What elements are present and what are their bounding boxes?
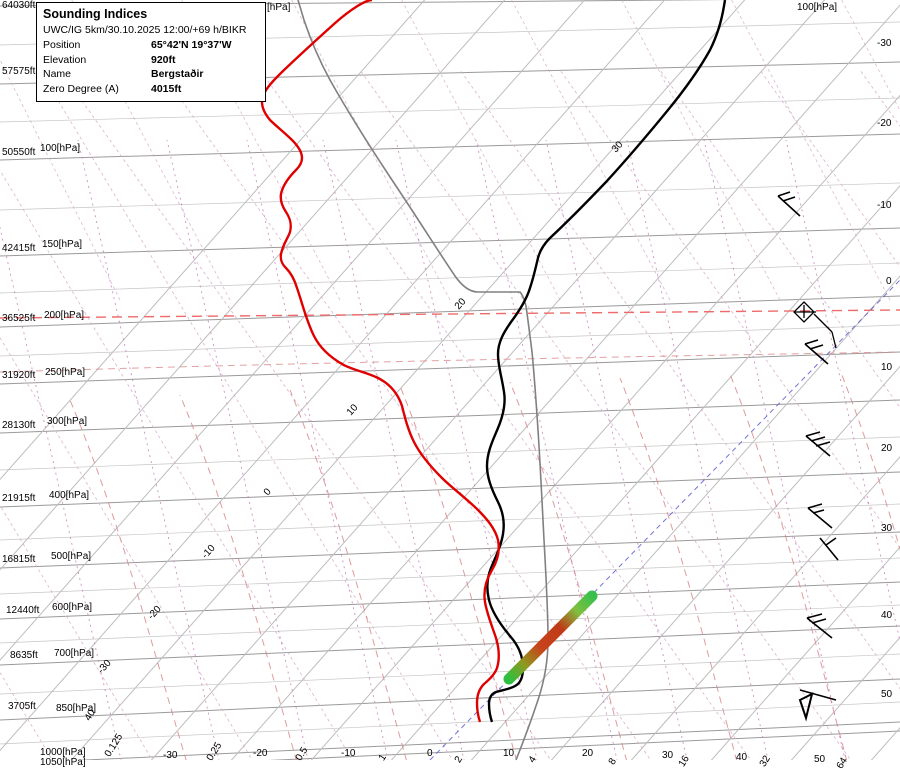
right-temp-label: 50 (881, 689, 893, 700)
shear-vector (503, 590, 598, 685)
bottom-temp-label: 50 (814, 754, 826, 765)
right-temp-label: -20 (877, 118, 892, 129)
row-value: 4015ft (151, 82, 182, 95)
altitude-label: 50550ft (2, 147, 36, 158)
temperature-curve (485, 0, 727, 723)
wind-barb (804, 339, 829, 365)
table-row: Name Bergstaðir (43, 67, 259, 82)
panel-title: Sounding Indices (43, 7, 148, 21)
dry-adiabat-lines (0, 69, 900, 760)
altitude-label: 12440ft (6, 605, 40, 616)
row-value: 65°42'N 19°37'W (151, 39, 232, 51)
dewpoint-curve (260, 0, 500, 723)
pressure-label: 400[hPa] (49, 490, 90, 501)
pressure-label: 1000[hPa] (40, 747, 86, 758)
pressure-label: 500[hPa] (51, 551, 92, 562)
zero-degree-line (0, 309, 900, 319)
bottom-temp-label: 30 (662, 750, 674, 761)
wind-barbs (777, 191, 839, 722)
altitude-label: 28130ft (2, 420, 36, 431)
wind-barb (819, 537, 839, 561)
bottom-temp-label: -30 (163, 750, 178, 761)
pressure-label: 1050[hPa] (40, 757, 86, 768)
right-temp-label: 30 (881, 523, 893, 534)
pressure-unit-top: [hPa] (267, 2, 291, 13)
parcel-curve (297, 0, 549, 761)
altitude-label: 64030ft (2, 0, 36, 11)
altitude-label: 31920ft (2, 370, 36, 381)
altitude-label: 57575ft (2, 66, 36, 77)
pressure-label: 300[hPa] (47, 416, 88, 427)
pressure-label: 850[hPa] (56, 703, 97, 714)
level-marker-diamond (793, 301, 837, 349)
row-value: 920ft (151, 53, 176, 66)
pressure-label: 100[hPa] (40, 143, 81, 154)
right-temp-label: -30 (877, 38, 892, 49)
right-temp-label: -10 (877, 200, 892, 211)
bottom-temp-label: -10 (341, 748, 356, 759)
altitude-label: 42415ft (2, 243, 36, 254)
wind-barb-pennant (798, 689, 837, 722)
table-row: Position 65°42'N 19°37'W (43, 38, 259, 53)
table-row: Zero Degree (A) 4015ft (43, 82, 259, 97)
row-key: Elevation (43, 53, 87, 66)
bottom-temp-label: 10 (503, 748, 515, 759)
altitude-label: 36525ft (2, 313, 36, 324)
pressure-label: 700[hPa] (54, 648, 95, 659)
wind-barb (807, 503, 833, 529)
panel-subtitle: UWC/IG 5km/30.10.2025 12:00/+69 h/BIKR (43, 24, 247, 36)
right-temp-label: 0 (886, 276, 892, 287)
pressure-label: 150[hPa] (42, 239, 83, 250)
row-key: Name (43, 68, 72, 80)
row-key: Position (43, 39, 81, 51)
row-value: Bergstaðir (151, 68, 204, 80)
bottom-temp-label: 40 (736, 752, 748, 763)
row-key: Zero Degree (A) (43, 82, 119, 95)
bottom-temp-label: 20 (582, 748, 594, 759)
right-temp-label: 20 (881, 443, 893, 454)
pressure-label: 250[hPa] (45, 367, 86, 378)
bottom-temp-label: -20 (253, 748, 268, 759)
altitude-label: 16815ft (2, 554, 36, 565)
wind-barb (806, 613, 833, 639)
right-temp-label: 40 (881, 610, 893, 621)
altitude-label: 8635ft (10, 650, 38, 661)
altitude-label: 3705ft (8, 701, 36, 712)
table-row: Elevation 920ft (43, 53, 259, 68)
pressure-label: 200[hPa] (44, 310, 85, 321)
moist-adiabat-upper (0, 351, 900, 373)
altitude-label: 21915ft (2, 493, 36, 504)
wind-barb (805, 431, 831, 457)
wind-barb (777, 191, 801, 217)
right-temp-label: 10 (881, 362, 893, 373)
bottom-temp-label: 0 (427, 748, 433, 759)
pressure-label: 600[hPa] (52, 602, 93, 613)
moist-adiabat-lines (69, 369, 900, 760)
pressure-label-top-right: 100[hPa] (797, 2, 838, 13)
panel-table: Position 65°42'N 19°37'W Elevation 920ft… (43, 38, 259, 96)
sounding-indices-panel: Sounding Indices UWC/IG 5km/30.10.2025 1… (36, 2, 266, 102)
